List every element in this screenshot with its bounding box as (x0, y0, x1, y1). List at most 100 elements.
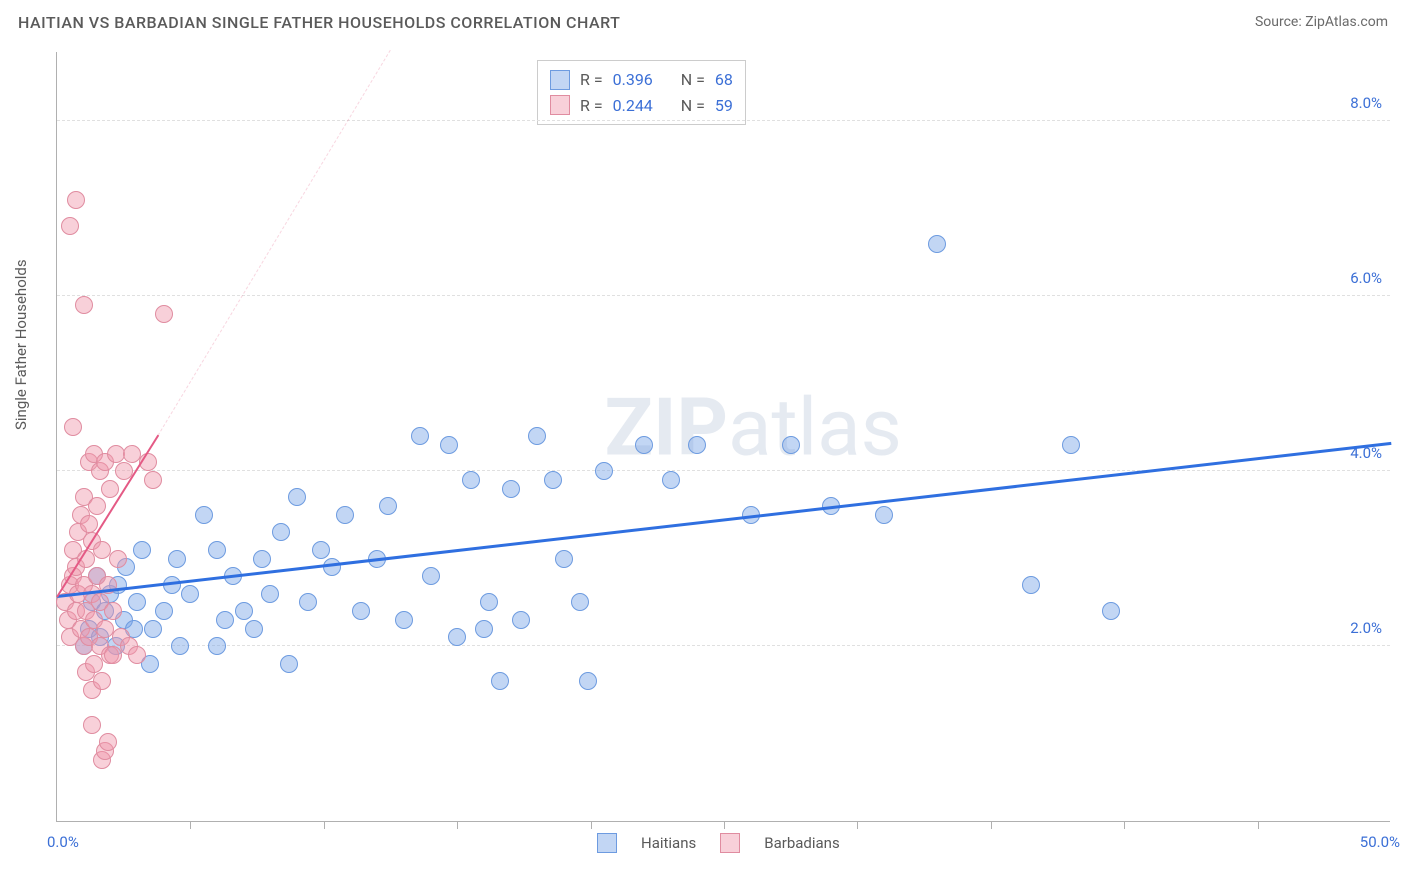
scatter-point (101, 480, 119, 498)
gridline-h (57, 645, 1390, 646)
gridline-h (57, 295, 1390, 296)
x-tick (324, 821, 325, 829)
scatter-point (544, 471, 562, 489)
scatter-point (448, 628, 466, 646)
scatter-point (1062, 436, 1080, 454)
legend-swatch-barbadians (720, 833, 740, 853)
stats-row-haitians: R = 0.396 N = 68 (550, 67, 733, 93)
scatter-point (181, 585, 199, 603)
scatter-point (336, 506, 354, 524)
x-tick (591, 821, 592, 829)
scatter-point (480, 593, 498, 611)
scatter-point (571, 593, 589, 611)
bottom-legend: Haitians Barbadians (597, 833, 840, 853)
scatter-point (104, 602, 122, 620)
scatter-point (168, 550, 186, 568)
legend-swatch-haitians (597, 833, 617, 853)
scatter-point (462, 471, 480, 489)
scatter-point (75, 296, 93, 314)
x-tick (1258, 821, 1259, 829)
chart-title: HAITIAN VS BARBADIAN SINGLE FATHER HOUSE… (18, 13, 620, 32)
scatter-point (662, 471, 680, 489)
scatter-point (109, 550, 127, 568)
swatch-barbadians (550, 95, 570, 115)
scatter-point (411, 427, 429, 445)
scatter-point (261, 585, 279, 603)
scatter-point (280, 655, 298, 673)
x-tick (1124, 821, 1125, 829)
scatter-point (352, 602, 370, 620)
scatter-point (528, 427, 546, 445)
scatter-point (93, 672, 111, 690)
scatter-point (208, 541, 226, 559)
scatter-point (928, 235, 946, 253)
scatter-point (272, 523, 290, 541)
x-axis-min-label: 0.0% (47, 833, 79, 851)
stats-row-barbadians: R = 0.244 N = 59 (550, 93, 733, 119)
trend-line (158, 50, 391, 436)
scatter-point (579, 672, 597, 690)
scatter-point (104, 646, 122, 664)
trend-line (57, 442, 1391, 598)
scatter-point (245, 620, 263, 638)
x-tick (724, 821, 725, 829)
scatter-point (875, 506, 893, 524)
scatter-point (85, 655, 103, 673)
scatter-point (555, 550, 573, 568)
scatter-point (128, 646, 146, 664)
scatter-point (99, 733, 117, 751)
scatter-point (171, 637, 189, 655)
scatter-point (128, 593, 146, 611)
scatter-point (80, 515, 98, 533)
scatter-point (155, 602, 173, 620)
scatter-point (67, 191, 85, 209)
scatter-point (595, 462, 613, 480)
scatter-point (635, 436, 653, 454)
y-tick-label: 6.0% (1350, 269, 1382, 287)
scatter-point (688, 436, 706, 454)
scatter-point (253, 550, 271, 568)
scatter-point (144, 620, 162, 638)
scatter-point (155, 305, 173, 323)
scatter-point (299, 593, 317, 611)
x-tick (457, 821, 458, 829)
scatter-point (379, 497, 397, 515)
scatter-point (288, 488, 306, 506)
source-label: Source: ZipAtlas.com (1255, 14, 1388, 30)
gridline-h (57, 120, 1390, 121)
x-tick (857, 821, 858, 829)
legend-label-haitians: Haitians (641, 834, 696, 852)
scatter-point (312, 541, 330, 559)
watermark: ZIPatlas (605, 380, 902, 474)
scatter-point (208, 637, 226, 655)
scatter-point (195, 506, 213, 524)
x-tick (991, 821, 992, 829)
scatter-point (64, 418, 82, 436)
scatter-point (323, 558, 341, 576)
x-tick (190, 821, 191, 829)
scatter-point (235, 602, 253, 620)
y-axis-label: Single Father Households (12, 259, 30, 430)
legend-label-barbadians: Barbadians (764, 834, 839, 852)
scatter-point (395, 611, 413, 629)
scatter-point (440, 436, 458, 454)
scatter-point (512, 611, 530, 629)
y-tick-label: 8.0% (1350, 94, 1382, 112)
title-bar: HAITIAN VS BARBADIAN SINGLE FATHER HOUSE… (0, 0, 1406, 44)
scatter-point (502, 480, 520, 498)
scatter-point (1022, 576, 1040, 594)
scatter-point (144, 471, 162, 489)
scatter-point (475, 620, 493, 638)
swatch-haitians (550, 70, 570, 90)
y-tick-label: 2.0% (1350, 619, 1382, 637)
scatter-point (61, 217, 79, 235)
scatter-point (422, 567, 440, 585)
x-axis-max-label: 50.0% (1360, 833, 1400, 851)
scatter-point (88, 497, 106, 515)
plot-area: ZIPatlas R = 0.396 N = 68 R = 0.244 N = … (56, 52, 1390, 822)
scatter-point (1102, 602, 1120, 620)
scatter-point (491, 672, 509, 690)
gridline-h (57, 470, 1390, 471)
scatter-point (216, 611, 234, 629)
scatter-point (133, 541, 151, 559)
